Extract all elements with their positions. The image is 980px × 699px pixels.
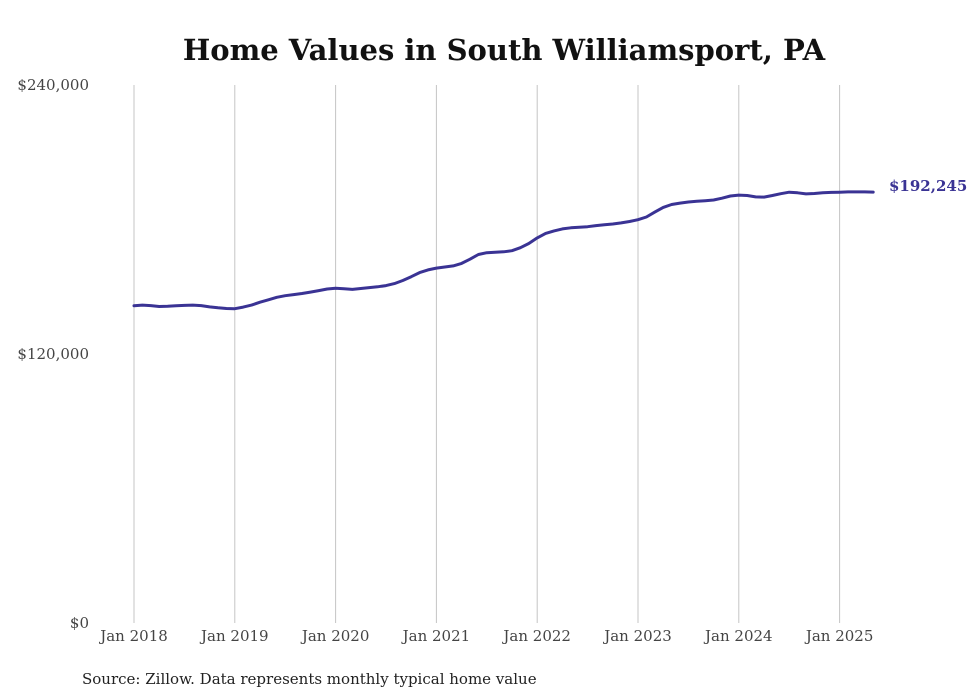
grid-lines [133, 85, 841, 623]
x-axis-tick-labels: Jan 2018 Jan 2019 Jan 2020 Jan 2021 Jan 2022… [98, 627, 873, 645]
x-tick-label: Jan 2021 [401, 627, 471, 645]
x-tick-label: Jan 2018 [98, 627, 168, 645]
y-tick-label: $240,000 [17, 76, 89, 94]
x-tick-label: Jan 2022 [501, 627, 571, 645]
x-tick-label: Jan 2020 [300, 627, 370, 645]
y-axis-tick-labels: $0 $120,000 $240,000 [17, 76, 89, 632]
latest-value-label: $192,245 [889, 177, 967, 195]
x-tick-label: Jan 2025 [804, 627, 874, 645]
home-value-line [132, 190, 875, 311]
chart-title: Home Values in South Williamsport, PA [183, 33, 826, 67]
x-tick-label: Jan 2019 [199, 627, 269, 645]
x-tick-label: Jan 2023 [602, 627, 672, 645]
source-note: Source: Zillow. Data represents monthly … [82, 670, 537, 688]
x-tick-label: Jan 2024 [703, 627, 773, 645]
y-tick-label: $0 [70, 614, 89, 632]
y-tick-label: $120,000 [17, 345, 89, 363]
